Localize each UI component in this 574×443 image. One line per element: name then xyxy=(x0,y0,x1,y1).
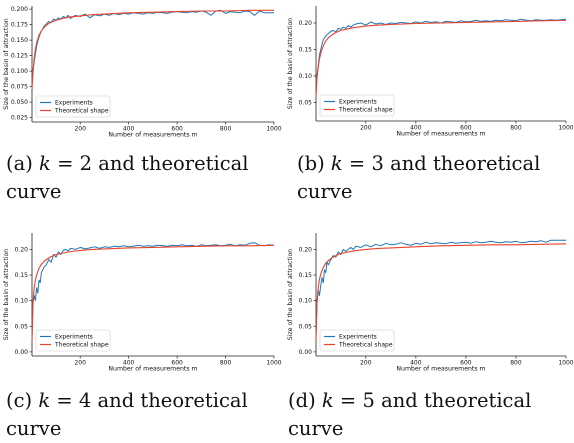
caption-c-text: = 4 and theoretical xyxy=(50,389,248,412)
caption-d-math: k xyxy=(321,389,334,412)
caption-d-text: = 5 and theoretical xyxy=(333,389,532,412)
legend-label: Experiments xyxy=(55,100,93,107)
x-tick-label: 1000 xyxy=(266,360,281,367)
y-tick-label: 0.175 xyxy=(11,22,28,29)
legend-box xyxy=(319,94,395,117)
theoretical-shape-line xyxy=(31,244,275,342)
caption-d-line2: curve xyxy=(288,417,344,440)
x-tick-label: 400 xyxy=(410,360,422,367)
caption-b: (b) k = 3 and theoretical curve xyxy=(297,150,540,206)
y-tick-label: 0.125 xyxy=(11,53,28,60)
x-tick-label: 600 xyxy=(171,126,183,133)
caption-d: (d) k = 5 and theoretical curve xyxy=(288,387,531,443)
x-tick-label: 800 xyxy=(510,360,522,367)
caption-b-label: (b) xyxy=(297,152,325,175)
x-tick-label: 400 xyxy=(123,360,135,367)
chart-panel-d: 200 400 600 800 1000 0.00 0.05 0.10 0.15 0.20 Numb… xyxy=(287,233,574,373)
caption-a-label: (a) xyxy=(6,152,33,175)
y-axis-title: Size of the basin of attraction xyxy=(3,249,10,341)
y-tick-label: 0.15 xyxy=(299,272,313,279)
experiments-line xyxy=(31,9,274,84)
y-tick-label: 0.05 xyxy=(299,323,313,330)
caption-b-line2: curve xyxy=(297,180,353,203)
x-tick-label: 1000 xyxy=(558,360,573,367)
x-axis-title: Number of measurements m xyxy=(396,131,485,138)
caption-b-math: k xyxy=(330,152,343,175)
caption-a-line2: curve xyxy=(6,180,62,203)
legend-label: Theoretical shape xyxy=(338,107,393,114)
y-tick-label: 0.00 xyxy=(15,349,29,356)
y-tick-label: 0.200 xyxy=(11,6,28,13)
caption-a-text: = 2 and theoretical xyxy=(50,152,249,175)
y-tick-label: 0.075 xyxy=(11,84,28,91)
caption-c-line2: curve xyxy=(6,417,62,440)
x-axis-title: Number of measurements m xyxy=(396,366,485,373)
y-tick-label: 0.00 xyxy=(299,349,313,356)
x-axis-title: Number of measurements m xyxy=(108,132,197,139)
x-tick-label: 800 xyxy=(220,360,232,367)
legend-label: Theoretical shape xyxy=(54,108,109,115)
caption-c: (c) k = 4 and theoretical curve xyxy=(6,387,248,443)
legend-label: Experiments xyxy=(339,99,377,106)
y-tick-label: 0.150 xyxy=(11,37,28,44)
y-tick-label: 0.15 xyxy=(15,272,29,279)
x-tick-label: 800 xyxy=(510,125,522,132)
legend-label: Experiments xyxy=(339,334,377,341)
y-tick-label: 0.10 xyxy=(299,73,313,80)
caption-c-label: (c) xyxy=(6,389,33,412)
chart-panel-a: 200 400 600 800 1000 0.025 0.050 0.075 0.100 0.12… xyxy=(3,6,282,139)
caption-d-label: (d) xyxy=(288,389,316,412)
x-tick-label: 200 xyxy=(360,360,372,367)
y-tick-label: 0.100 xyxy=(11,68,28,75)
y-tick-label: 0.20 xyxy=(299,20,313,27)
experiments-line xyxy=(31,242,275,337)
legend-label: Theoretical shape xyxy=(54,342,109,349)
x-tick-label: 400 xyxy=(123,126,135,133)
y-tick-label: 0.10 xyxy=(299,298,313,305)
x-axis-title: Number of measurements m xyxy=(108,366,197,373)
y-tick-label: 0.20 xyxy=(299,246,313,253)
caption-c-math: k xyxy=(38,389,51,412)
y-tick-label: 0.10 xyxy=(15,298,29,305)
y-axis-title: Size of the basin of attraction xyxy=(3,18,10,110)
legend-label: Theoretical shape xyxy=(338,342,393,349)
chart-panel-b: 200 400 600 800 1000 0.05 0.10 0.15 0.20 Number o… xyxy=(287,6,574,138)
legend-label: Experiments xyxy=(55,334,93,341)
x-tick-label: 600 xyxy=(460,125,472,132)
y-tick-label: 0.20 xyxy=(15,246,29,253)
x-tick-label: 200 xyxy=(74,360,86,367)
theoretical-shape-line xyxy=(31,9,274,90)
experiments-line xyxy=(315,239,566,337)
y-tick-label: 0.050 xyxy=(11,99,28,106)
legend-box xyxy=(35,95,111,118)
experiments-line xyxy=(315,18,567,84)
caption-a: (a) k = 2 and theoretical curve xyxy=(6,150,248,206)
x-tick-label: 600 xyxy=(460,360,472,367)
x-tick-label: 200 xyxy=(360,125,372,132)
y-axis-title: Size of the basin of attraction xyxy=(287,18,294,110)
x-tick-label: 400 xyxy=(410,125,422,132)
x-tick-label: 1000 xyxy=(558,125,573,132)
legend-box xyxy=(35,329,111,352)
caption-b-text: = 3 and theoretical xyxy=(342,152,541,175)
y-axis-title: Size of the basin of attraction xyxy=(287,249,294,341)
x-tick-label: 200 xyxy=(74,126,86,133)
y-tick-label: 0.05 xyxy=(15,323,29,330)
y-tick-label: 0.025 xyxy=(11,115,28,122)
legend-box xyxy=(319,329,395,352)
x-tick-label: 800 xyxy=(220,126,232,133)
caption-a-math: k xyxy=(39,152,51,175)
x-tick-label: 600 xyxy=(171,360,183,367)
y-tick-label: 0.15 xyxy=(299,46,313,53)
theoretical-shape-line xyxy=(315,19,567,98)
chart-panel-c: 200 400 600 800 1000 0.00 0.05 0.10 0.15 0.20 Numb… xyxy=(3,233,282,373)
x-tick-label: 1000 xyxy=(266,126,281,133)
theoretical-shape-line xyxy=(315,243,567,342)
y-tick-label: 0.05 xyxy=(299,99,313,106)
